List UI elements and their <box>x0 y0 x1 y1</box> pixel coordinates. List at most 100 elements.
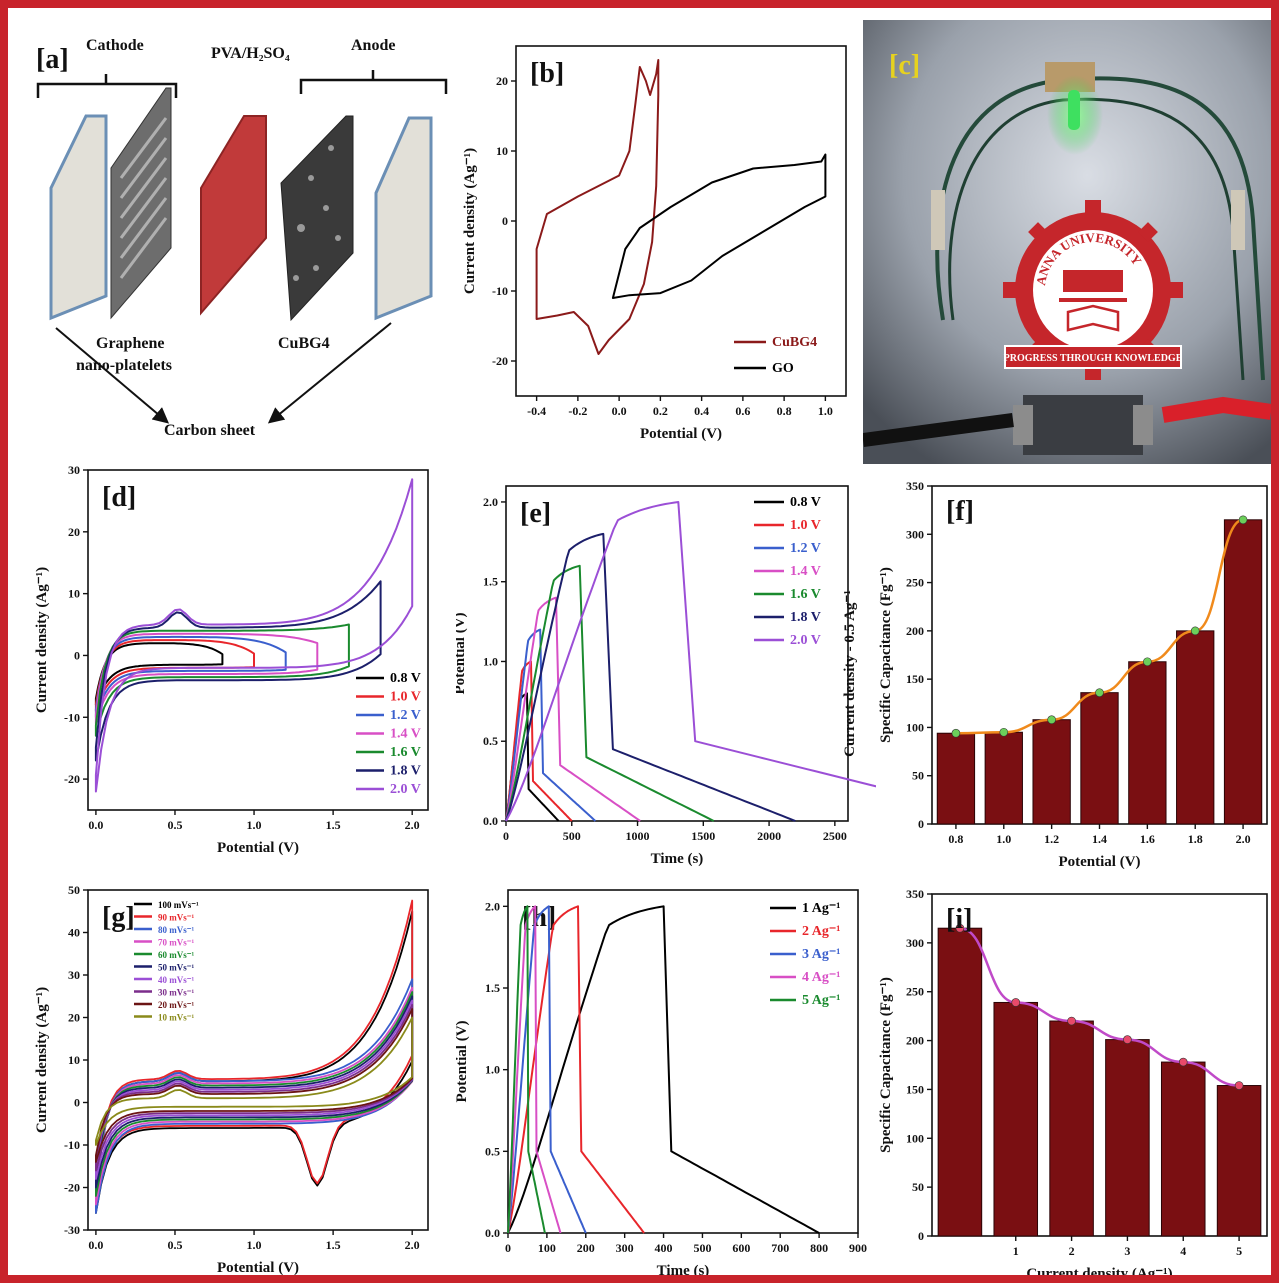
bar <box>936 732 976 825</box>
gcd-curve <box>507 905 645 1234</box>
bar <box>1223 519 1263 825</box>
legend-entry: 30 mVs⁻¹ <box>158 988 194 998</box>
x-axis-label: Potential (V) <box>640 426 722 442</box>
y-tick-label: -20 <box>492 354 508 368</box>
x-tick-label: 1.8 <box>1188 832 1203 846</box>
legend-entry: 70 mVs⁻¹ <box>158 938 194 948</box>
device-tab-left <box>1013 405 1033 445</box>
y-tick-label: 1.0 <box>483 654 498 668</box>
bar <box>993 1001 1039 1237</box>
cv-curve <box>95 986 414 1206</box>
y-tick-label: 250 <box>906 576 924 590</box>
panel-d-svg: 0.0 0.5 1.0 1.5 2.0 -20 -10 0 10 20 30 Potential (V… <box>34 463 429 856</box>
device-tab-right <box>1133 405 1153 445</box>
plot-frame <box>505 485 849 822</box>
x-tick-label: 1.5 <box>326 1238 341 1252</box>
panel-e-chart: 0 500 1000 1500 2000 2500 0.0 0.5 1.0 1.5 2.0 Time … <box>456 466 876 876</box>
x-tick-label: 800 <box>810 1241 828 1255</box>
anode-label: Anode <box>351 37 395 54</box>
y-tick-label: 0 <box>74 1096 80 1110</box>
carbon-sheet-left <box>49 114 108 321</box>
legend-entry: 0.8 V <box>390 671 421 686</box>
y-tick-label: 0 <box>74 648 80 662</box>
x-tick-label: 1 <box>1013 1244 1019 1258</box>
legend-entry: 100 mVs⁻¹ <box>158 900 199 910</box>
graphene-texture <box>119 117 168 279</box>
x-tick-label: 1.0 <box>996 832 1011 846</box>
graphene-sem-image <box>110 87 172 320</box>
gcd-curve <box>505 532 796 822</box>
legend-entry: CuBG4 <box>772 335 817 350</box>
x-tick-label: 500 <box>693 1241 711 1255</box>
plot-frame <box>507 889 859 1234</box>
data-marker <box>1067 1016 1076 1026</box>
cathode-bracket <box>36 82 178 98</box>
x-axis-label: Potential (V) <box>217 1260 299 1275</box>
y-tick-label: 40 <box>68 926 80 940</box>
legend-entry: 1.2 V <box>790 541 821 556</box>
y-tick-label: 50 <box>912 769 924 783</box>
y-tick-label: 350 <box>906 887 924 901</box>
x-axis-label: Time (s) <box>657 1263 710 1275</box>
electrolyte-label: PVA/H₂SO₄ <box>211 45 290 62</box>
bar <box>1105 1039 1150 1237</box>
legend-entry: 10 mVs⁻¹ <box>158 1013 194 1023</box>
x-tick-label: -0.4 <box>527 404 546 418</box>
x-tick-label: 0.0 <box>612 404 627 418</box>
y-tick-label: 0.0 <box>485 1226 500 1240</box>
y-tick-label: 50 <box>912 1180 924 1194</box>
y-tick-label: 2.0 <box>483 495 498 509</box>
panel-b-svg: -0.4 -0.2 0.0 0.2 0.4 0.6 0.8 1.0 -20 -10 0 10 20 Pot… <box>462 45 847 442</box>
y-tick-label: 300 <box>906 527 924 541</box>
legend-entry: 1.4 V <box>790 564 821 579</box>
y-tick-label: 20 <box>68 1011 80 1025</box>
x-tick-label: 0.0 <box>88 1238 103 1252</box>
gcd-curve <box>507 905 562 1234</box>
legend-entry: 60 mVs⁻¹ <box>158 950 194 960</box>
legend-entry: 0.8 V <box>790 495 821 510</box>
y-tick-label: 350 <box>906 479 924 493</box>
gcd-curve <box>507 905 820 1234</box>
data-marker <box>1190 626 1200 636</box>
black-clip <box>863 413 1014 447</box>
legend-entry: 1.6 V <box>390 745 421 760</box>
legend-entry: 40 mVs⁻¹ <box>158 975 194 985</box>
cv-curve-go <box>611 153 827 299</box>
x-tick-label: 700 <box>771 1241 789 1255</box>
x-tick-label: 2500 <box>823 829 847 843</box>
legend-entry: 1.8 V <box>390 764 421 779</box>
data-marker <box>999 727 1009 737</box>
bar <box>1049 1020 1094 1237</box>
x-tick-label: 1.0 <box>247 818 262 832</box>
panel-b-label: [b] <box>530 58 564 89</box>
led-icon <box>1068 90 1080 130</box>
bar <box>1160 1061 1206 1237</box>
y-tick-label: 0 <box>918 817 924 831</box>
clip-right <box>1231 190 1245 250</box>
y-tick-label: 20 <box>68 525 80 539</box>
cv-curve <box>95 978 414 1214</box>
logo-banner-text: PROGRESS THROUGH KNOWLEDGE <box>1004 353 1183 364</box>
panel-i-chart: 0 50 100 150 200 250 300 350 1 2 3 4 5 Current densit… <box>876 870 1271 1275</box>
gcd-curve <box>505 628 597 822</box>
cubg4-texture <box>293 145 341 281</box>
data-marker <box>1123 1035 1132 1044</box>
device-photo-svg: ANNA UNIVERSITY PROGRESS THROUGH KNOWLED… <box>863 20 1271 464</box>
x-tick-label: 2000 <box>757 829 781 843</box>
bar <box>1080 692 1119 825</box>
data-marker <box>951 728 961 738</box>
panel-e-label: [e] <box>520 498 551 529</box>
graphene-label-line1: Graphene <box>96 335 164 352</box>
schematic-svg: [a] Cathode PVA/H₂SO₄ Anode Graphene nan… <box>36 37 448 439</box>
cubg4-sem-image <box>280 115 354 322</box>
x-tick-label: 0.5 <box>167 818 182 832</box>
x-tick-label: 5 <box>1236 1244 1242 1258</box>
panel-a-label: [a] <box>36 44 69 75</box>
clip-left <box>931 190 945 250</box>
bar <box>1128 661 1167 825</box>
legend-entry: 20 mVs⁻¹ <box>158 1000 194 1010</box>
x-tick-label: 1.0 <box>247 1238 262 1252</box>
cv-curve <box>94 642 224 706</box>
carbon-sheet-label: Carbon sheet <box>164 422 256 439</box>
x-tick-label: 100 <box>538 1241 556 1255</box>
